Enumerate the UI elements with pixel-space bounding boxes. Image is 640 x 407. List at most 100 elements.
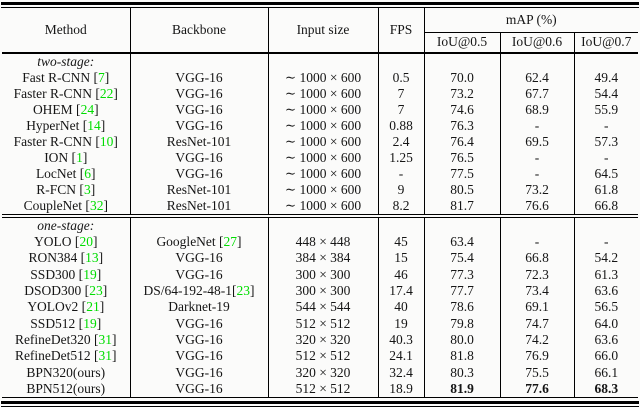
table-row: Faster R-CNN [22] VGG-16 ∼ 1000 × 600 7 73.2…	[2, 86, 638, 102]
empty-cell	[574, 53, 638, 70]
fps-cell: 1.25	[378, 150, 425, 166]
iou-cell: 76.9	[500, 348, 575, 365]
table-row: Faster R-CNN [10] ResNet-101 ∼ 1000 × 600 2…	[2, 134, 638, 150]
iou-cell: 77.7	[424, 282, 501, 300]
fps-cell: 40.3	[378, 331, 425, 349]
empty-cell	[424, 217, 501, 234]
backbone-cell: VGG-16	[130, 86, 269, 102]
citation-number: 1	[76, 150, 83, 165]
empty-cell	[500, 217, 575, 234]
iou-cell: 73.2	[424, 86, 501, 102]
backbone-cell: VGG-16	[130, 315, 269, 332]
citation-number: 20	[79, 234, 93, 250]
input-size-cell: ∼ 1000 × 600	[268, 150, 379, 166]
input-size-cell: 512 × 512	[268, 315, 379, 332]
iou-cell: 81.9	[424, 380, 501, 398]
iou-cell: -	[604, 234, 609, 250]
input-size-cell: ∼ 1000 × 600	[268, 166, 379, 182]
iou-cell: 75.5	[500, 364, 575, 381]
fps-cell: 17.4	[378, 282, 425, 300]
input-size-cell: 320 × 320	[268, 364, 379, 381]
col-header-input-size: Input size	[268, 8, 379, 54]
empty-cell	[130, 217, 269, 234]
iou-cell: 63.4	[424, 234, 501, 251]
backbone-cell: VGG-16	[130, 364, 269, 381]
method-cell: HyperNet [14]	[2, 118, 131, 134]
table-row: BPN512(ours) VGG-16 512 × 512 18.9 81.9 77.6 6…	[2, 380, 638, 398]
citation-number: 21	[86, 299, 100, 315]
citation-number: 6	[84, 166, 92, 181]
iou-cell: -	[500, 118, 575, 134]
citation-number: 19	[83, 266, 97, 282]
input-size-cell: ∼ 1000 × 600	[268, 118, 379, 134]
method-cell: DSOD300 [23]	[2, 282, 131, 300]
iou-cell: 77.3	[424, 266, 501, 283]
backbone-cell: ResNet-101	[130, 134, 269, 150]
fps-cell: 0.5	[378, 70, 425, 86]
empty-cell	[268, 53, 379, 70]
fps-cell: 15	[378, 250, 425, 267]
fps-cell: 46	[378, 266, 425, 283]
table-row: RON384 [13] VGG-16 384 × 384 15 75.4 66.8 54.2	[2, 250, 638, 267]
col-header-iou05: IoU@0.5	[424, 32, 501, 54]
citation-number: 14	[87, 118, 101, 133]
method-cell: BPN512(ours)	[2, 380, 131, 398]
input-size-cell: ∼ 1000 × 600	[268, 198, 379, 215]
empty-cell	[378, 53, 425, 70]
iou-cell: 75.4	[424, 250, 501, 267]
header-row-top: Method Backbone Input size FPS mAP (%)	[2, 8, 638, 54]
fps-cell: 19	[378, 315, 425, 332]
method-cell: Faster R-CNN [22]	[2, 86, 131, 102]
citation-number: 31	[98, 331, 113, 347]
iou-cell: 77.6	[500, 380, 575, 398]
input-size-cell: 300 × 300	[268, 266, 379, 283]
input-size-cell: 544 × 544	[268, 299, 379, 316]
backbone-cell: ResNet-101	[130, 182, 269, 198]
iou-cell: -	[500, 234, 575, 251]
backbone-cell: Darknet-19	[130, 299, 269, 316]
table-row: BPN320(ours) VGG-16 320 × 320 32.4 80.3 75.5 6…	[2, 364, 638, 381]
iou-cell: 68.3	[574, 380, 638, 398]
iou-cell: 76.5	[424, 150, 501, 166]
fps-cell: 9	[378, 182, 425, 198]
col-header-method: Method	[2, 8, 131, 54]
backbone-cell: VGG-16	[130, 348, 269, 365]
iou-cell: 66.0	[594, 348, 619, 364]
backbone-cell: VGG-16	[130, 150, 269, 166]
citation-number: 22	[99, 86, 114, 101]
col-header-fps: FPS	[378, 8, 425, 54]
col-header-iou07: IoU@0.7	[574, 32, 638, 54]
section-separator	[2, 214, 638, 218]
top-rule-thick	[1, 2, 639, 5]
method-cell: OHEM [24]	[2, 102, 131, 118]
input-size-cell: ∼ 1000 × 600	[268, 134, 379, 150]
method-cell: LocNet [6]	[2, 166, 131, 182]
method-cell: SSD512 [19]	[2, 315, 131, 332]
iou-cell: 73.2	[500, 182, 575, 198]
backbone-cell: VGG-16	[130, 70, 269, 86]
header-row-iou: IoU@0.5 IoU@0.6 IoU@0.7	[2, 32, 638, 54]
iou-cell: 79.8	[424, 315, 501, 332]
citation-number: 19	[83, 315, 97, 331]
section-label: one-stage:	[2, 217, 131, 234]
iou-cell: 64.5	[594, 166, 619, 181]
input-size-cell: 512 × 512	[268, 380, 379, 398]
iou-cell: 49.4	[594, 70, 619, 85]
iou-cell: 61.8	[594, 182, 619, 197]
results-table: Method Backbone Input size FPS mAP (%) I…	[2, 8, 638, 398]
iou-cell: 55.9	[594, 102, 619, 117]
input-size-cell: 448 × 448	[268, 234, 379, 251]
citation-number: 27	[223, 234, 238, 250]
method-cell: CoupleNet [32]	[2, 198, 131, 215]
backbone-cell: VGG-16	[130, 250, 269, 267]
table-row: LocNet [6] VGG-16 ∼ 1000 × 600-77.5-64.5	[2, 166, 638, 182]
empty-cell	[378, 217, 425, 234]
empty-cell	[500, 53, 575, 70]
fps-cell: 0.88	[378, 118, 425, 134]
method-cell: ION [1]	[2, 150, 131, 166]
citation-number: 10	[99, 134, 114, 149]
input-size-cell: 512 × 512	[268, 348, 379, 365]
col-header-backbone: Backbone	[130, 8, 269, 54]
method-cell: RefineDet512 [31]	[2, 348, 131, 365]
iou-cell: 76.6	[500, 198, 575, 215]
